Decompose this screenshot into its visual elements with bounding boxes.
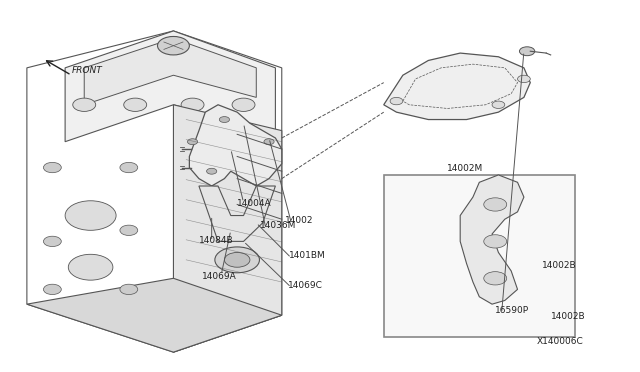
Text: 14002: 14002 xyxy=(285,216,314,225)
Circle shape xyxy=(44,236,61,247)
Circle shape xyxy=(181,98,204,112)
Polygon shape xyxy=(173,105,282,352)
Circle shape xyxy=(484,198,507,211)
Text: 14002B: 14002B xyxy=(541,261,577,270)
Text: 14002M: 14002M xyxy=(447,164,484,173)
Circle shape xyxy=(484,235,507,248)
Text: 14002B: 14002B xyxy=(550,312,586,321)
Circle shape xyxy=(188,139,198,145)
Circle shape xyxy=(518,75,531,83)
Text: 14004A: 14004A xyxy=(237,199,272,208)
Text: X140006C: X140006C xyxy=(537,337,584,346)
Circle shape xyxy=(215,247,259,273)
Circle shape xyxy=(120,225,138,235)
Circle shape xyxy=(44,284,61,295)
Circle shape xyxy=(157,36,189,55)
Circle shape xyxy=(492,101,505,109)
Polygon shape xyxy=(460,175,524,304)
Circle shape xyxy=(120,162,138,173)
Polygon shape xyxy=(199,186,275,241)
Text: 14069C: 14069C xyxy=(288,280,323,289)
Text: 14069A: 14069A xyxy=(202,272,237,281)
Circle shape xyxy=(120,284,138,295)
Text: 14036M: 14036M xyxy=(259,221,296,231)
Circle shape xyxy=(44,162,61,173)
Polygon shape xyxy=(384,53,531,119)
Circle shape xyxy=(520,47,535,56)
Text: 14084B: 14084B xyxy=(199,236,234,245)
Circle shape xyxy=(232,98,255,112)
Circle shape xyxy=(207,168,217,174)
Polygon shape xyxy=(84,38,256,105)
Circle shape xyxy=(73,98,96,112)
Circle shape xyxy=(220,116,230,122)
Circle shape xyxy=(484,272,507,285)
Bar xyxy=(384,175,575,337)
Polygon shape xyxy=(27,278,282,352)
Text: FRONT: FRONT xyxy=(72,66,102,76)
Circle shape xyxy=(225,253,250,267)
Polygon shape xyxy=(65,31,275,142)
PathPatch shape xyxy=(189,105,282,186)
Circle shape xyxy=(124,98,147,112)
Circle shape xyxy=(68,254,113,280)
Circle shape xyxy=(264,139,274,145)
Circle shape xyxy=(390,97,403,105)
Text: 1401BM: 1401BM xyxy=(289,251,326,260)
Circle shape xyxy=(65,201,116,230)
Text: 16590P: 16590P xyxy=(495,307,529,315)
